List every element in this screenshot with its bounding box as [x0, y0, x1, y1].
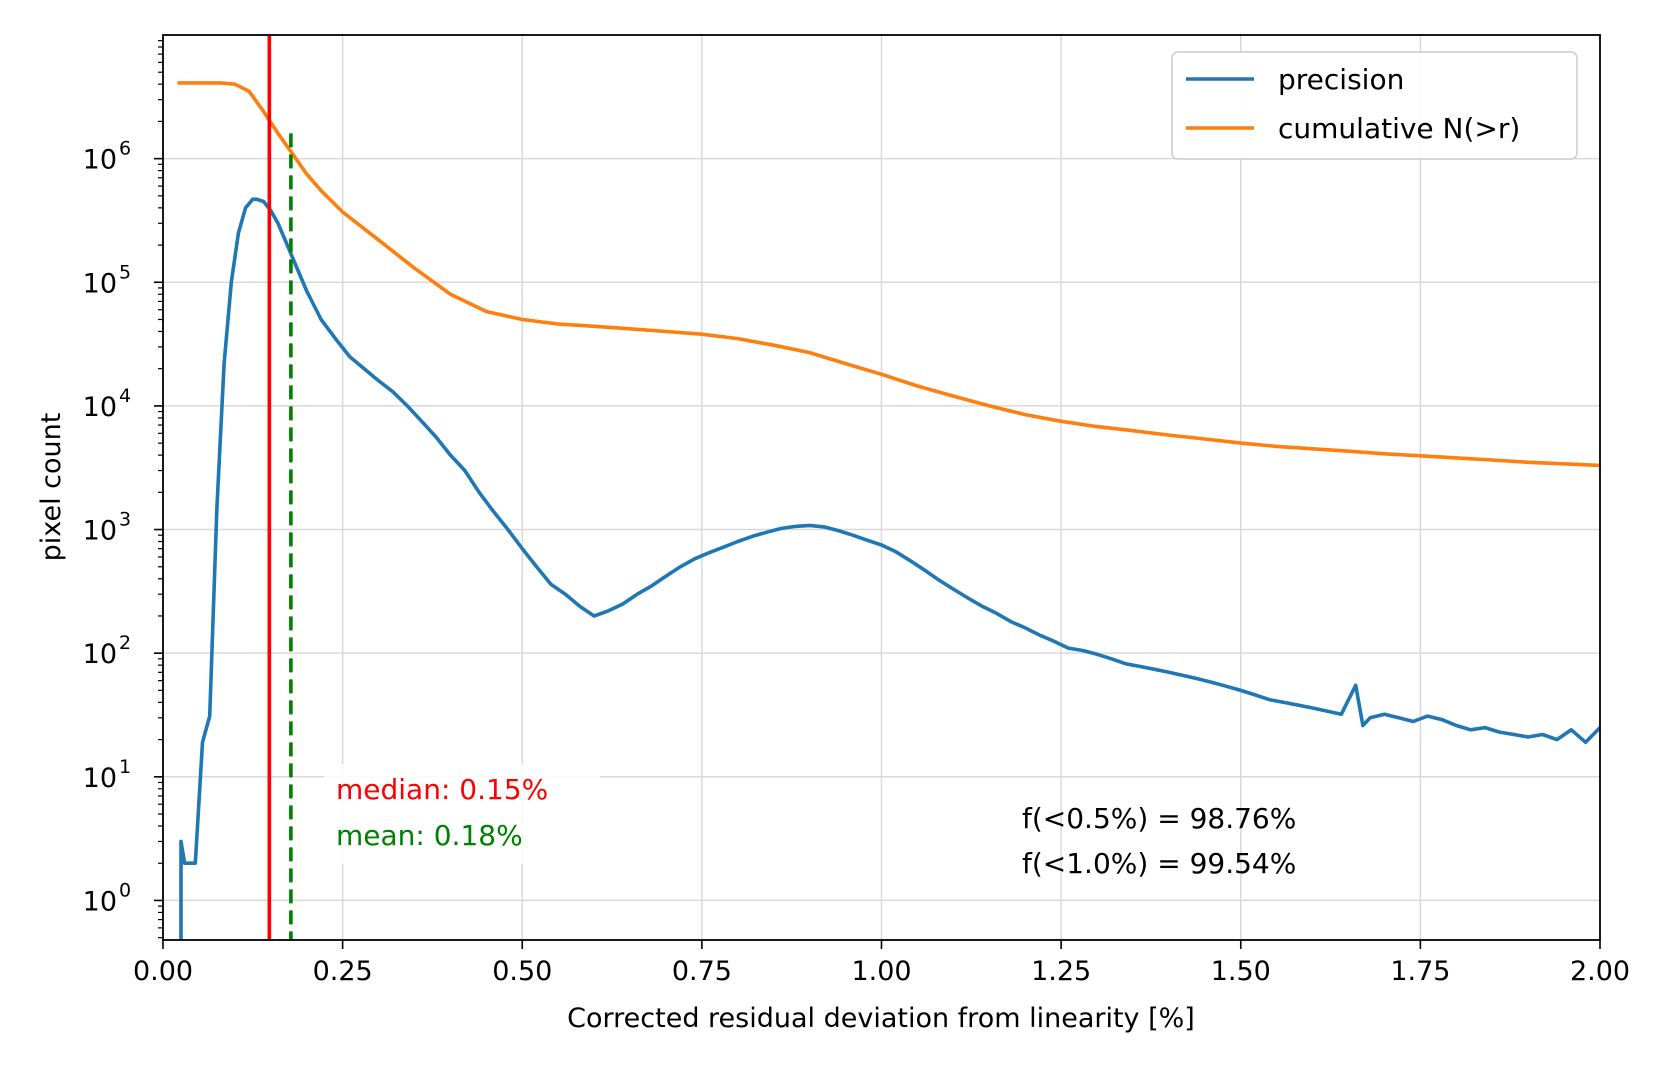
fraction-under-0.5-annotation: f(<0.5%) = 98.76%	[1022, 802, 1296, 835]
y-axis-minor-ticks	[158, 40, 163, 939]
y-tick-exponent: 2	[119, 632, 131, 654]
x-tick-label: 0.75	[672, 956, 732, 987]
stats-annotation-box	[324, 764, 600, 864]
y-tick-label: 10	[83, 886, 117, 917]
legend: precision cumulative N(>r)	[1171, 51, 1578, 160]
y-tick-label: 10	[83, 145, 117, 176]
legend-box	[1171, 51, 1578, 160]
cumulative-series-line	[177, 81, 1600, 468]
x-tick-label: 1.25	[1031, 956, 1091, 987]
x-axis-label: Corrected residual deviation from linear…	[567, 1003, 1195, 1034]
y-tick-exponent: 6	[119, 138, 131, 160]
x-tick-label: 1.50	[1211, 956, 1271, 987]
x-tick-label: 0.25	[313, 956, 373, 987]
legend-label-precision: precision	[1278, 63, 1404, 96]
y-axis-label: pixel count	[36, 413, 67, 562]
mean-annotation: mean: 0.18%	[336, 819, 523, 852]
y-tick-label: 10	[83, 516, 117, 547]
y-tick-label: 10	[83, 268, 117, 299]
x-tick-label: 1.75	[1390, 956, 1450, 987]
y-tick-exponent: 5	[119, 261, 131, 283]
y-tick-exponent: 0	[119, 879, 131, 901]
legend-label-cumulative: cumulative N(>r)	[1278, 112, 1520, 145]
y-tick-label: 10	[83, 392, 117, 423]
x-tick-label: 0.00	[133, 956, 193, 987]
x-tick-label: 0.50	[492, 956, 552, 987]
precision-series-line	[179, 197, 1600, 940]
median-annotation: median: 0.15%	[336, 773, 548, 806]
x-axis-ticks: 0.00 0.25 0.50 0.75 1.00 1.25 1.50 1.75 2.00	[133, 940, 1630, 987]
fraction-under-1.0-annotation: f(<1.0%) = 99.54%	[1022, 847, 1296, 880]
y-tick-label: 10	[83, 639, 117, 670]
x-tick-label: 1.00	[851, 956, 911, 987]
y-tick-label: 10	[83, 763, 117, 794]
x-tick-label: 2.00	[1570, 956, 1630, 987]
y-tick-exponent: 3	[119, 509, 131, 531]
y-tick-exponent: 1	[119, 756, 131, 778]
y-tick-exponent: 4	[119, 385, 131, 407]
